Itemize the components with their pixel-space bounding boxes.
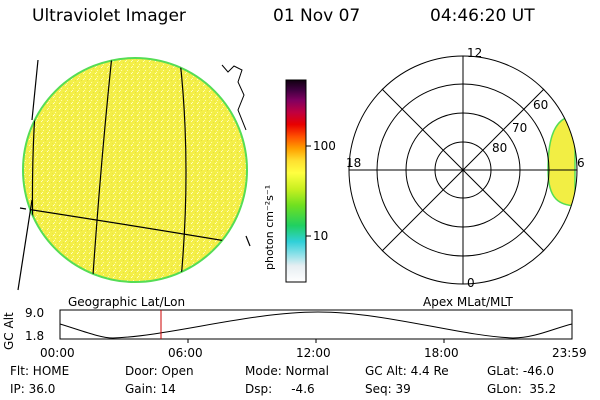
polar-plot [348, 55, 578, 285]
geographic-latitude: GLat: -46.0 [487, 364, 554, 378]
door-status: Door: Open [125, 364, 194, 378]
apex-panel-label: Apex MLat/MLT [423, 295, 513, 309]
mlat-label-70: 70 [512, 121, 528, 135]
mlt-label-6: 6 [577, 156, 585, 170]
altitude-plot [59, 309, 573, 343]
mlt-label-18: 18 [346, 156, 362, 170]
instrument-title: Ultraviolet Imager [32, 6, 186, 26]
colorbar-unit-label: photon cm⁻²s⁻¹ [263, 184, 276, 270]
sequence-number: Seq: 39 [365, 382, 411, 396]
time-tick-0600: 06:00 [168, 346, 203, 360]
mode-status: Mode: Normal [245, 364, 329, 378]
ip-value: IP: 36.0 [10, 382, 56, 396]
time-tick-1200: 12:00 [296, 346, 331, 360]
colorbar-tick-10: 10 [313, 229, 329, 243]
time-tick-2359: 23:59 [552, 346, 587, 360]
geographic-panel-label: Geographic Lat/Lon [68, 295, 186, 309]
time-tick-0000: 00:00 [40, 346, 75, 360]
time-label: 04:46:20 UT [430, 6, 535, 26]
colorbar [285, 79, 307, 283]
dsp-value: Dsp: -4.6 [245, 382, 315, 396]
mlat-label-80: 80 [492, 141, 508, 155]
gc-altitude: GC Alt: 4.4 Re [365, 364, 449, 378]
geographic-longitude: GLon: 35.2 [487, 382, 557, 396]
time-tick-1800: 18:00 [424, 346, 459, 360]
altitude-y-max: 9.0 [25, 306, 45, 320]
mlt-label-0: 0 [467, 276, 475, 290]
colorbar-tick-100: 100 [313, 139, 336, 153]
date-label: 01 Nov 07 [273, 6, 361, 26]
flight-status: Flt: HOME [10, 364, 70, 378]
mlat-label-60: 60 [533, 98, 549, 112]
altitude-y-min: 1.8 [25, 329, 45, 343]
altitude-axis-label: GC Alt [2, 312, 16, 350]
gain-value: Gain: 14 [125, 382, 176, 396]
mlt-label-12: 12 [467, 46, 483, 60]
geographic-image [17, 57, 251, 291]
